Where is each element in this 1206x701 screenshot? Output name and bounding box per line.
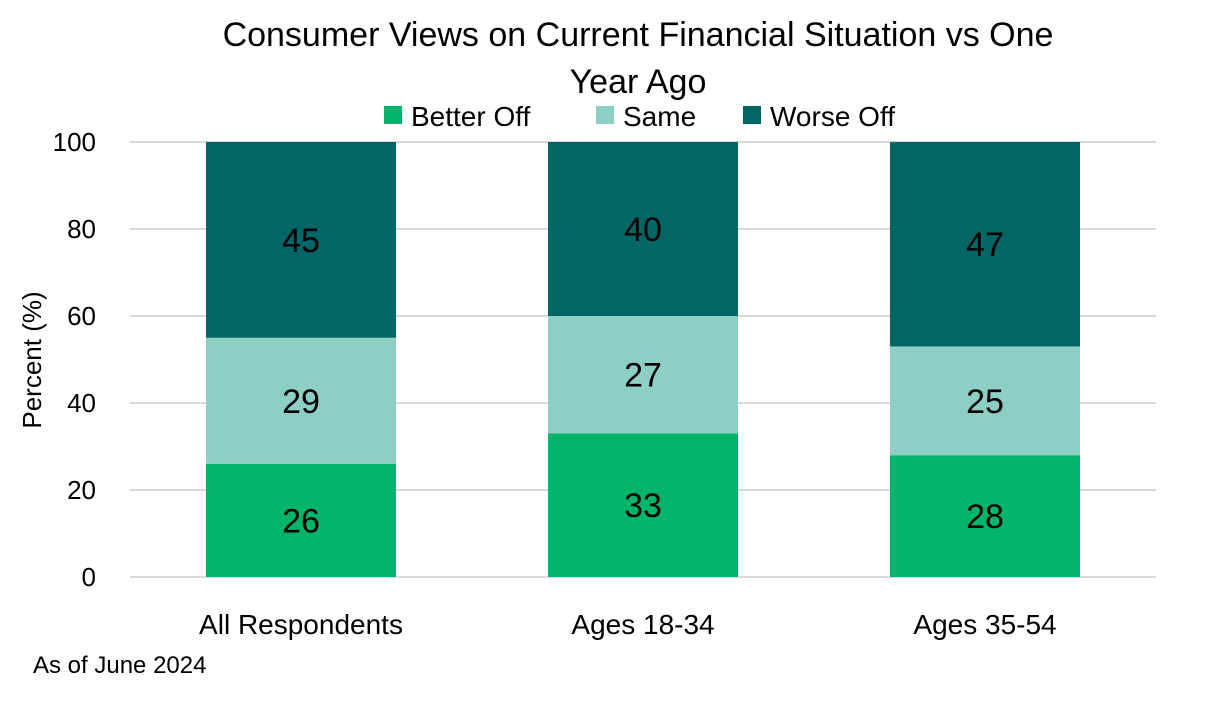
data-label: 25: [966, 383, 1004, 421]
x-axis-tick-labels: All Respondents Ages 18-34 Ages 35-54: [199, 609, 1057, 640]
y-tick-label: 0: [82, 562, 96, 592]
legend-swatch: [384, 106, 402, 124]
legend-label: Same: [623, 101, 696, 132]
legend-label: Worse Off: [770, 101, 895, 132]
data-label: 27: [624, 357, 662, 395]
bar-segment: [206, 142, 396, 338]
footnote: As of June 2024: [33, 652, 206, 679]
y-axis-tick-labels: 0 20 40 60 80 100: [53, 127, 96, 592]
x-tick-label: Ages 35-54: [913, 609, 1056, 640]
data-label: 45: [282, 222, 320, 260]
bar-segment: [548, 316, 738, 434]
y-tick-label: 80: [67, 214, 96, 244]
legend-swatch: [596, 106, 614, 124]
bar-segment: [548, 142, 738, 316]
data-label: 40: [624, 211, 662, 249]
y-tick-label: 60: [67, 301, 96, 331]
bar-segment: [206, 463, 396, 577]
bar-segment: [890, 142, 1080, 347]
data-label: 26: [282, 502, 320, 540]
y-axis-label: Percent (%): [17, 291, 47, 428]
legend-swatch: [743, 106, 761, 124]
data-label: 29: [282, 383, 320, 421]
bar-group: 26 29 45 33 27 40 28 25 47: [206, 142, 1080, 577]
chart-title-line-1: Consumer Views on Current Financial Situ…: [223, 16, 1054, 54]
y-tick-label: 100: [53, 127, 96, 157]
bar-segment: [890, 346, 1080, 456]
y-tick-label: 40: [67, 388, 96, 418]
legend-label: Better Off: [411, 101, 531, 132]
data-label: 47: [966, 226, 1004, 264]
y-tick-label: 20: [67, 475, 96, 505]
x-tick-label: Ages 18-34: [571, 609, 714, 640]
bar-segment: [206, 337, 396, 464]
chart-title-line-2: Year Ago: [570, 63, 707, 101]
data-label: 28: [966, 498, 1004, 536]
x-tick-label: All Respondents: [199, 609, 403, 640]
data-label: 33: [624, 487, 662, 525]
bar-segment: [548, 433, 738, 577]
bar-segment: [890, 455, 1080, 577]
chart-legend: Better Off Same Worse Off: [384, 101, 895, 132]
